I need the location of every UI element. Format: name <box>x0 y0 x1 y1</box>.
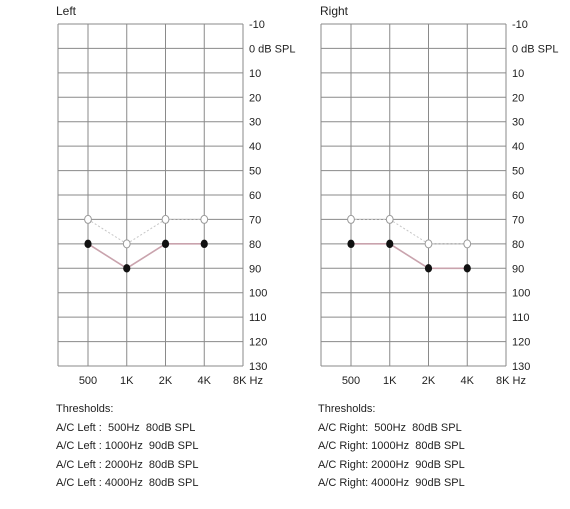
right-ear-title: Right <box>320 4 349 18</box>
left-series-0-point <box>161 214 170 224</box>
left-y-tick-label: 50 <box>249 166 261 178</box>
right-y-tick-label: 120 <box>512 337 530 349</box>
right-y-tick-label: 30 <box>512 117 524 129</box>
right-y-tick-label: 110 <box>512 312 530 324</box>
right-thresholds: Thresholds: A/C Right: 500Hz 80dB SPL A/… <box>318 400 465 493</box>
left-series-0-point <box>122 239 131 249</box>
right-series-1-segment <box>389 243 429 269</box>
left-thresholds-heading: Thresholds: <box>56 403 114 415</box>
left-y-tick-label: 100 <box>249 288 267 300</box>
left-x-tick-label: 2K <box>159 375 173 387</box>
right-y-tick-label: 70 <box>512 214 524 226</box>
left-series-1-point <box>84 239 92 249</box>
right-ear-panel: Right -10 0 dB SPL 10 20 30 40 50 60 70 80 90 100 11… <box>285 0 570 509</box>
right-y-tick-label: 100 <box>512 288 530 300</box>
right-threshold-1000: A/C Right: 1000Hz 80dB SPL <box>318 440 465 453</box>
right-threshold-500: A/C Right: 500Hz 80dB SPL <box>318 421 462 434</box>
right-x-tick-label: 4K <box>461 375 475 387</box>
right-x-tick-label: 500 <box>342 375 360 387</box>
right-y-tick-label: 0 dB SPL <box>512 43 558 55</box>
right-y-tick-label: 60 <box>512 190 524 202</box>
left-y-tick-label: 110 <box>249 312 267 324</box>
right-x-tick-label: 1K <box>383 375 397 387</box>
right-y-tick-label: 50 <box>512 166 524 178</box>
left-threshold-500: A/C Left : 500Hz 80dB SPL <box>56 421 196 434</box>
right-series-1-point <box>386 239 394 249</box>
right-y-tick-label: 90 <box>512 263 524 275</box>
left-y-tick-label: 40 <box>249 141 261 153</box>
left-threshold-1000: A/C Left : 1000Hz 90dB SPL <box>56 440 199 453</box>
left-series-0-point <box>200 214 209 224</box>
left-audiogram: -10 0 dB SPL 10 20 30 40 50 60 70 80 90 100 110 120 13… <box>57 19 295 387</box>
right-series-1-point <box>424 264 433 273</box>
left-ear-panel: Left -10 0 dB SPL 10 20 30 40 50 60 70 80 90 100 110… <box>56 4 295 493</box>
left-y-tick-label: 120 <box>249 337 267 349</box>
right-audiogram: -10 0 dB SPL 10 20 30 40 50 60 70 80 90 100 110 120 13… <box>320 19 558 387</box>
left-series-0-segment <box>126 219 166 245</box>
right-thresholds-heading: Thresholds: <box>318 403 376 415</box>
right-y-tick-label: 20 <box>512 92 524 104</box>
left-x-tick-label: 1K <box>120 375 134 387</box>
left-ear-title: Left <box>56 4 77 18</box>
left-y-tick-label: -10 <box>249 19 265 31</box>
left-y-tick-label: 90 <box>249 263 261 275</box>
left-thresholds: Thresholds: A/C Left : 500Hz 80dB SPL A/… <box>56 400 198 493</box>
right-x-tick-label: 2K <box>422 375 436 387</box>
right-series-0-point <box>347 214 355 224</box>
right-series-1-point <box>347 239 355 249</box>
left-series-0-point <box>84 214 92 224</box>
right-y-tick-label: -10 <box>512 19 528 31</box>
left-y-tick-label: 80 <box>249 239 261 251</box>
left-y-tick-label: 130 <box>249 361 267 373</box>
left-y-tick-label: 0 dB SPL <box>249 43 295 55</box>
left-y-tick-label: 20 <box>249 92 261 104</box>
right-series-0-point <box>463 239 472 249</box>
left-x-tick-label: 4K <box>198 375 212 387</box>
left-series-0-segment <box>87 219 128 245</box>
right-threshold-4000: A/C Right: 4000Hz 90dB SPL <box>318 477 465 490</box>
left-threshold-2000: A/C Left : 2000Hz 80dB SPL <box>56 458 199 471</box>
right-series-0-segment <box>389 219 429 245</box>
right-y-tick-label: 10 <box>512 68 524 80</box>
left-y-tick-label: 30 <box>249 117 261 129</box>
left-series-1-point <box>200 239 208 249</box>
right-series-0-point <box>385 214 394 224</box>
left-threshold-4000: A/C Left : 4000Hz 80dB SPL <box>56 477 199 490</box>
left-y-tick-label: 60 <box>249 190 261 202</box>
right-series-0-point <box>424 239 433 249</box>
left-x-tick-label: 8K Hz <box>233 375 263 387</box>
left-series-1-point <box>161 239 170 249</box>
left-x-tick-label: 500 <box>79 375 97 387</box>
left-y-tick-label: 70 <box>249 214 261 226</box>
left-series-1-segment <box>126 243 166 269</box>
right-series-1-point <box>463 264 471 273</box>
left-series-1-segment <box>87 243 128 269</box>
right-y-tick-label: 40 <box>512 141 524 153</box>
right-x-tick-label: 8K Hz <box>496 375 526 387</box>
left-series-1-point <box>123 264 131 273</box>
left-y-tick-label: 10 <box>249 68 261 80</box>
right-y-tick-label: 130 <box>512 361 530 373</box>
right-threshold-2000: A/C Right: 2000Hz 90dB SPL <box>318 458 465 471</box>
right-y-tick-label: 80 <box>512 239 524 251</box>
